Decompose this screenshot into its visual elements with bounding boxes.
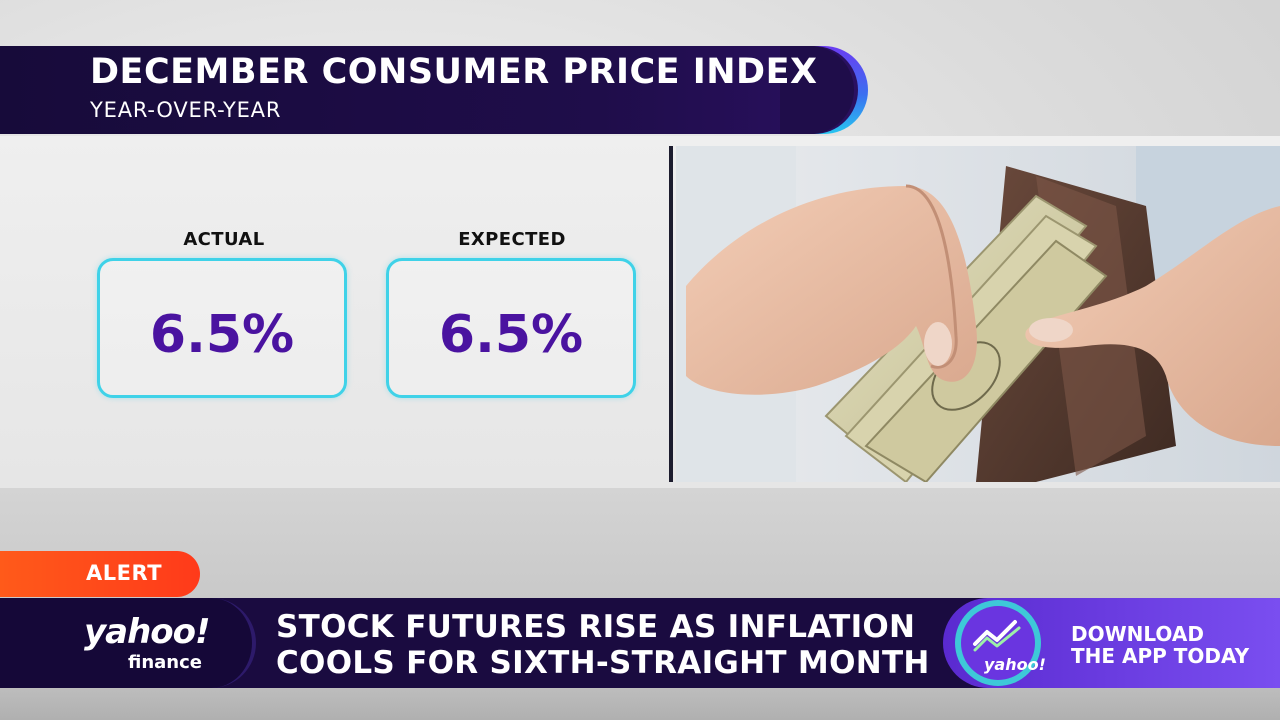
expected-value: 6.5% (438, 305, 584, 365)
alert-tab (0, 551, 200, 597)
actual-value: 6.5% (149, 305, 295, 365)
finance-logo-text: finance (128, 652, 202, 673)
yahoo-app-icon (961, 606, 1035, 680)
page-title: DECEMBER CONSUMER PRICE INDEX (90, 52, 818, 92)
promo-line-2: THE APP TODAY (1071, 644, 1250, 668)
background-band (0, 488, 1280, 598)
alert-label: ALERT (86, 561, 163, 585)
actual-label: ACTUAL (183, 229, 265, 250)
wallet-cash-illustration (676, 146, 1280, 482)
wallet-cash-photo (676, 146, 1280, 482)
headline-line-2: COOLS FOR SIXTH-STRAIGHT MONTH (276, 645, 930, 681)
expected-value-box: 6.5% (386, 258, 636, 398)
bottom-strip (0, 688, 1280, 720)
header-banner (0, 46, 858, 134)
headline-line-1: STOCK FUTURES RISE AS INFLATION (276, 609, 916, 645)
yahoo-finance-logo-block (0, 598, 256, 688)
header-banner-cap (780, 46, 854, 134)
yahoo-logo-text: yahoo! (84, 612, 211, 652)
page-subtitle: YEAR-OVER-YEAR (90, 98, 282, 122)
promo-icon-label: yahoo! (984, 655, 1046, 674)
promo-line-1: DOWNLOAD (1071, 622, 1204, 646)
expected-label: EXPECTED (458, 229, 566, 250)
chart-trend-icon (973, 620, 1021, 652)
panel-divider (669, 146, 673, 482)
actual-value-box: 6.5% (97, 258, 347, 398)
